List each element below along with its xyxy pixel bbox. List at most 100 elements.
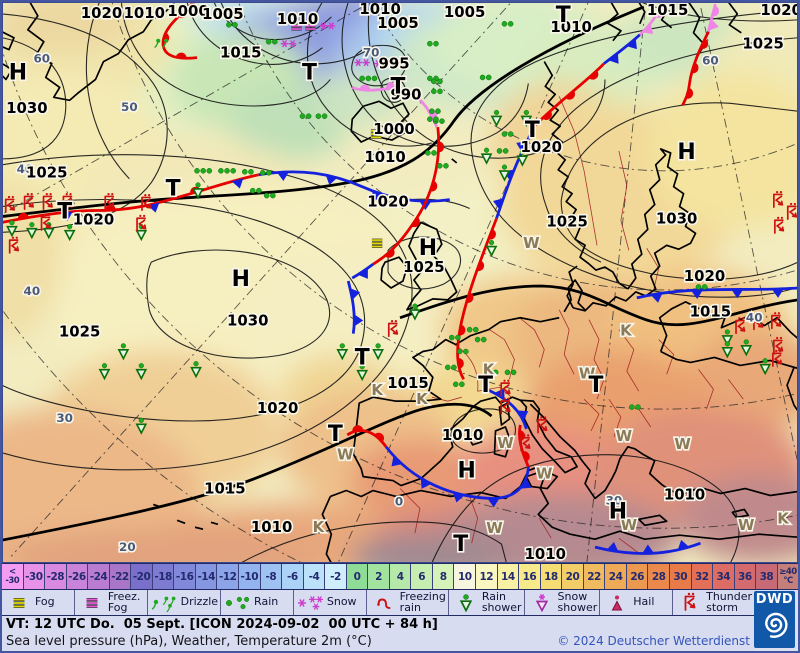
rain-symbol-icon bbox=[486, 369, 499, 376]
legend-item-label: Snow bbox=[326, 595, 357, 609]
pressure-label: 1025 bbox=[59, 323, 100, 341]
pressure-center-label: T bbox=[166, 177, 181, 202]
pressure-label: 1005 bbox=[377, 14, 418, 32]
scale-cell: 10 bbox=[454, 564, 477, 589]
thunderstorm-symbol-icon bbox=[387, 320, 399, 338]
airmass-label: W bbox=[337, 446, 353, 464]
scale-cell: 22 bbox=[583, 564, 606, 589]
rain-symbol-icon bbox=[265, 38, 278, 45]
cold-front bbox=[636, 286, 798, 303]
rain-shower-symbol-icon bbox=[117, 343, 130, 361]
pressure-label: 1015 bbox=[220, 44, 261, 62]
pressure-center-label: T bbox=[302, 60, 317, 85]
pressure-label: 1020 bbox=[521, 138, 562, 156]
scale-cell: 28 bbox=[648, 564, 670, 589]
rain-shower-symbol-icon bbox=[409, 303, 421, 321]
chart-description: Sea level pressure (hPa), Weather, Tempe… bbox=[6, 634, 372, 649]
rain-shower-symbol-icon bbox=[520, 109, 533, 127]
rain-shower-symbol-icon bbox=[372, 343, 384, 361]
legend-item-label: Snow shower bbox=[557, 590, 598, 614]
rain-symbol-icon bbox=[501, 21, 514, 27]
legend-item-freezing-rain: Freezing rain bbox=[367, 590, 449, 615]
rain-shower-symbol-icon bbox=[356, 364, 369, 382]
fog-icon bbox=[13, 597, 25, 608]
airmass-label: K bbox=[777, 509, 789, 527]
pressure-label: 1010 bbox=[364, 148, 405, 166]
rain-shower-symbol-icon bbox=[190, 361, 202, 379]
airmass-label: W bbox=[486, 519, 502, 537]
pressure-center-label: H bbox=[419, 236, 437, 261]
thunderstorm-symbol-icon bbox=[500, 397, 511, 415]
valid-time-text: VT: 12 UTC Do. 05 Sept. [ICON 2024-09-02… bbox=[6, 617, 438, 632]
temperature-field bbox=[2, 2, 798, 563]
pressure-label: 1000 bbox=[167, 2, 208, 20]
pressure-label: 1010 bbox=[442, 426, 483, 444]
pressure-label: 1020 bbox=[257, 399, 298, 417]
rain-shower-symbol-icon bbox=[192, 182, 204, 200]
graticule-label: 50 bbox=[121, 100, 138, 114]
scale-cell: 12 bbox=[476, 564, 498, 589]
scale-cell: 20 bbox=[562, 564, 584, 589]
legend-item-label: Hail bbox=[633, 595, 655, 609]
thunderstorm-symbol-icon bbox=[772, 190, 784, 209]
rain-symbol-icon bbox=[425, 150, 437, 156]
rain-shower-symbol-icon bbox=[516, 149, 529, 167]
scale-cell: ≥40 °C bbox=[777, 564, 798, 589]
rain-symbol-icon bbox=[427, 75, 439, 82]
rain-shower-symbol-icon bbox=[721, 329, 734, 347]
pressure-center-label: T bbox=[478, 373, 493, 398]
cold-front bbox=[258, 170, 450, 211]
legend-item-label: Rain shower bbox=[481, 590, 522, 614]
pressure-label: 1025 bbox=[26, 164, 67, 182]
cold-front bbox=[346, 280, 364, 334]
scale-cell: < -30 bbox=[2, 564, 24, 589]
pressure-label: 990 bbox=[390, 85, 421, 103]
pressure-label: 1025 bbox=[403, 258, 444, 276]
occluded-front bbox=[707, 3, 720, 33]
graticule-label: 20 bbox=[119, 540, 136, 554]
rain-symbol-icon bbox=[437, 163, 449, 169]
rain-symbol-icon bbox=[315, 113, 328, 119]
snow-symbol-icon bbox=[374, 59, 382, 68]
pressure-center-label: T bbox=[355, 345, 370, 370]
scale-cell: 6 bbox=[411, 564, 433, 589]
pressure-center-label: T bbox=[57, 199, 72, 224]
weather-fronts bbox=[2, 2, 798, 555]
legend-item-label: Freez. Fog bbox=[107, 590, 141, 614]
scale-cell: 36 bbox=[734, 564, 757, 589]
pressure-label: 995 bbox=[378, 55, 409, 73]
coastlines bbox=[2, 2, 798, 563]
pressure-label: 1010 bbox=[359, 2, 400, 18]
pressure-label: 1030 bbox=[6, 99, 47, 117]
pressure-center-label: H bbox=[9, 60, 27, 85]
pressure-center-label: H bbox=[232, 267, 250, 292]
legend-item-rain: Rain bbox=[221, 590, 294, 615]
snow-symbol-icon bbox=[382, 59, 390, 68]
legend-item-label: Fog bbox=[35, 595, 55, 609]
rain-symbol-icon bbox=[456, 348, 469, 355]
snow-symbol-icon bbox=[288, 40, 297, 48]
snow-symbol-icon bbox=[280, 40, 289, 48]
legend-item-thunderstorm: Thunder storm bbox=[673, 590, 754, 615]
snow-symbol-icon bbox=[354, 58, 362, 67]
copyright-text: © 2024 Deutscher Wetterdienst bbox=[557, 634, 750, 648]
thunderstorm-symbol-icon bbox=[104, 192, 115, 211]
scale-cell: -12 bbox=[217, 564, 240, 589]
chart-footer: VT: 12 UTC Do. 05 Sept. [ICON 2024-09-02… bbox=[2, 616, 754, 651]
thunderstorm-symbol-icon bbox=[753, 313, 764, 331]
legend-item-label: Thunder storm bbox=[706, 590, 753, 614]
rain-shower-symbol-icon bbox=[25, 222, 38, 240]
scale-cell: -22 bbox=[109, 564, 132, 589]
fog-symbol-icon bbox=[370, 129, 382, 139]
rain-symbol-icon bbox=[249, 187, 262, 194]
rain-symbol-icon bbox=[501, 131, 514, 137]
rain-shower-symbol-icon bbox=[721, 341, 734, 359]
airmass-label: K bbox=[483, 360, 495, 378]
airmass-label: W bbox=[536, 465, 552, 483]
cold-front bbox=[603, 33, 641, 65]
pressure-label: 1025 bbox=[546, 212, 587, 230]
rain-symbol-icon bbox=[452, 381, 465, 388]
airmass-label: K bbox=[313, 518, 325, 536]
scale-cell: -16 bbox=[174, 564, 196, 589]
